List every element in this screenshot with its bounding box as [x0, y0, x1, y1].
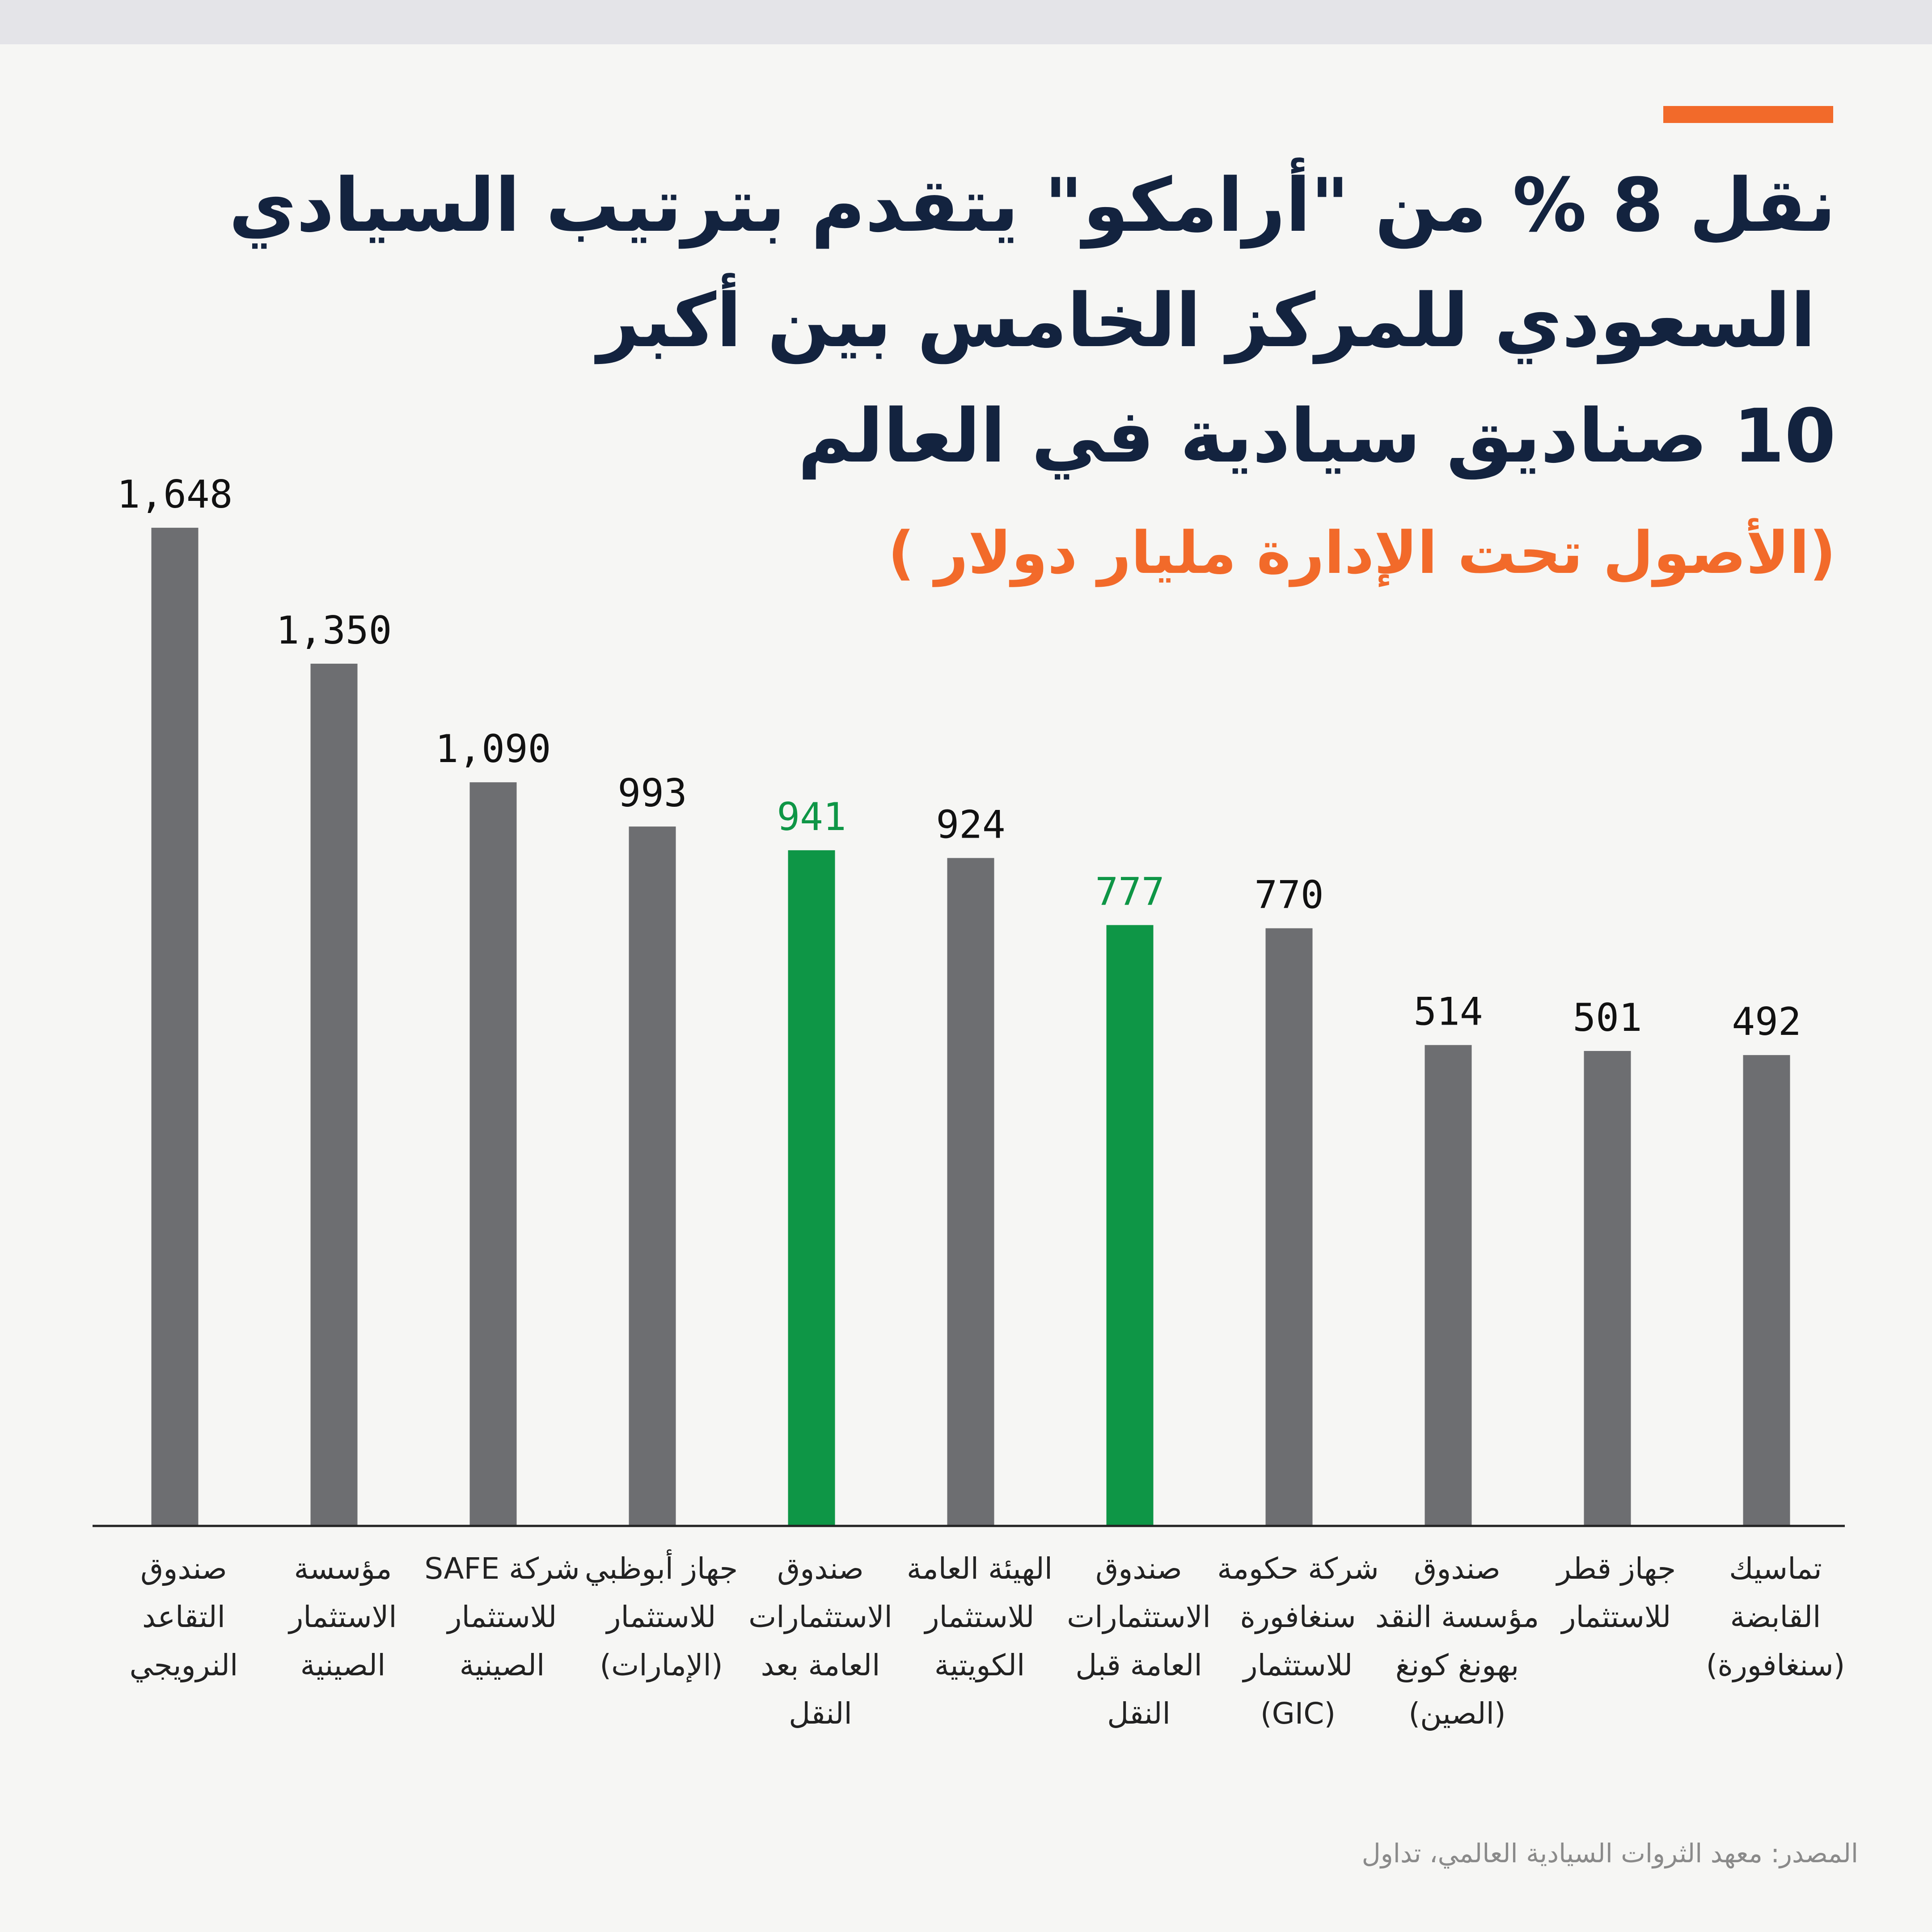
category-label: للاستثمار: [924, 1600, 1035, 1634]
category-label: صندوق: [1414, 1551, 1501, 1586]
category-label: تماسيك: [1729, 1551, 1822, 1586]
category-label: جهاز قطر: [1556, 1551, 1676, 1586]
category-label: النقل: [789, 1696, 852, 1731]
title-line-3: 10 صناديق سيادية في العالم: [798, 393, 1836, 479]
top-band: [0, 0, 1932, 44]
category-label: الهيئة العامة: [907, 1551, 1053, 1586]
category-label: للاستثمار: [1560, 1600, 1671, 1634]
data-label: 993: [617, 771, 687, 816]
bar: [1584, 1051, 1631, 1526]
category-label: مؤسسة النقد: [1375, 1600, 1539, 1634]
data-label: 514: [1413, 990, 1483, 1034]
title-line-2: السعودي للمركز الخامس بين أكبر: [597, 278, 1816, 364]
category-label: الصينية: [460, 1648, 545, 1682]
bar: [151, 528, 199, 1526]
chart-subtitle: (الأصول تحت الإدارة مليار دولار ): [888, 519, 1836, 587]
category-label: النرويجي: [130, 1648, 238, 1682]
data-label: 1,648: [117, 472, 233, 517]
category-label: (الصين): [1408, 1696, 1505, 1731]
category-label: النقل: [1107, 1696, 1171, 1731]
data-label: 777: [1095, 869, 1164, 914]
category-label: الاستثمارات: [748, 1600, 892, 1634]
category-label: (GIC): [1260, 1696, 1336, 1731]
category-label: (سنغافورة): [1706, 1648, 1845, 1682]
category-label: الكويتية: [934, 1648, 1025, 1682]
data-label: 924: [936, 803, 1005, 847]
chart-title: نقل 8 % من "أرامكو" يتقدم بترتيب السيادي…: [92, 148, 1836, 494]
category-label: الاستثمارات: [1067, 1600, 1211, 1634]
data-label: 1,350: [276, 608, 392, 653]
category-label: (الإمارات): [600, 1648, 723, 1682]
source-note: المصدر: معهد الثروات السيادية العالمي، ت…: [1361, 1838, 1858, 1868]
category-label: صندوق: [1095, 1551, 1182, 1586]
bar: [1106, 925, 1154, 1526]
category-label: للاستثمار: [605, 1600, 716, 1634]
category-label: التقاعد: [142, 1600, 225, 1634]
data-label: 770: [1254, 873, 1323, 918]
category-label: الصينية: [300, 1648, 386, 1682]
bar: [1265, 928, 1313, 1526]
category-label: العامة بعد: [761, 1648, 880, 1682]
bar: [947, 858, 994, 1526]
bar: [788, 850, 835, 1526]
data-label: 1,090: [435, 727, 551, 771]
category-label: شركة حكومة: [1217, 1551, 1379, 1586]
category-label: للاستثمار: [446, 1600, 557, 1634]
bar: [1425, 1045, 1472, 1526]
accent-bar: [1663, 106, 1833, 123]
category-label: جهاز أبوظبي: [585, 1549, 738, 1586]
category-label: صندوق: [777, 1551, 864, 1586]
category-label: صندوق: [140, 1551, 227, 1586]
category-label: شركة SAFE: [424, 1551, 579, 1586]
data-label: 492: [1732, 1000, 1801, 1044]
category-label: مؤسسة: [294, 1551, 392, 1586]
bar: [469, 782, 517, 1526]
category-label: العامة قبل: [1075, 1648, 1202, 1682]
category-label: للاستثمار: [1242, 1648, 1353, 1682]
bar: [310, 664, 358, 1526]
category-label: القابضة: [1730, 1600, 1821, 1634]
category-label: بهونغ كونغ: [1395, 1648, 1519, 1682]
bar: [629, 826, 676, 1526]
category-label: سنغافورة: [1240, 1600, 1356, 1634]
data-label: 501: [1573, 996, 1642, 1040]
bar: [1743, 1055, 1790, 1526]
data-label: 941: [777, 795, 846, 839]
title-line-1: نقل 8 % من "أرامكو" يتقدم بترتيب السيادي: [228, 162, 1836, 248]
category-label: الاستثمار: [287, 1600, 397, 1634]
